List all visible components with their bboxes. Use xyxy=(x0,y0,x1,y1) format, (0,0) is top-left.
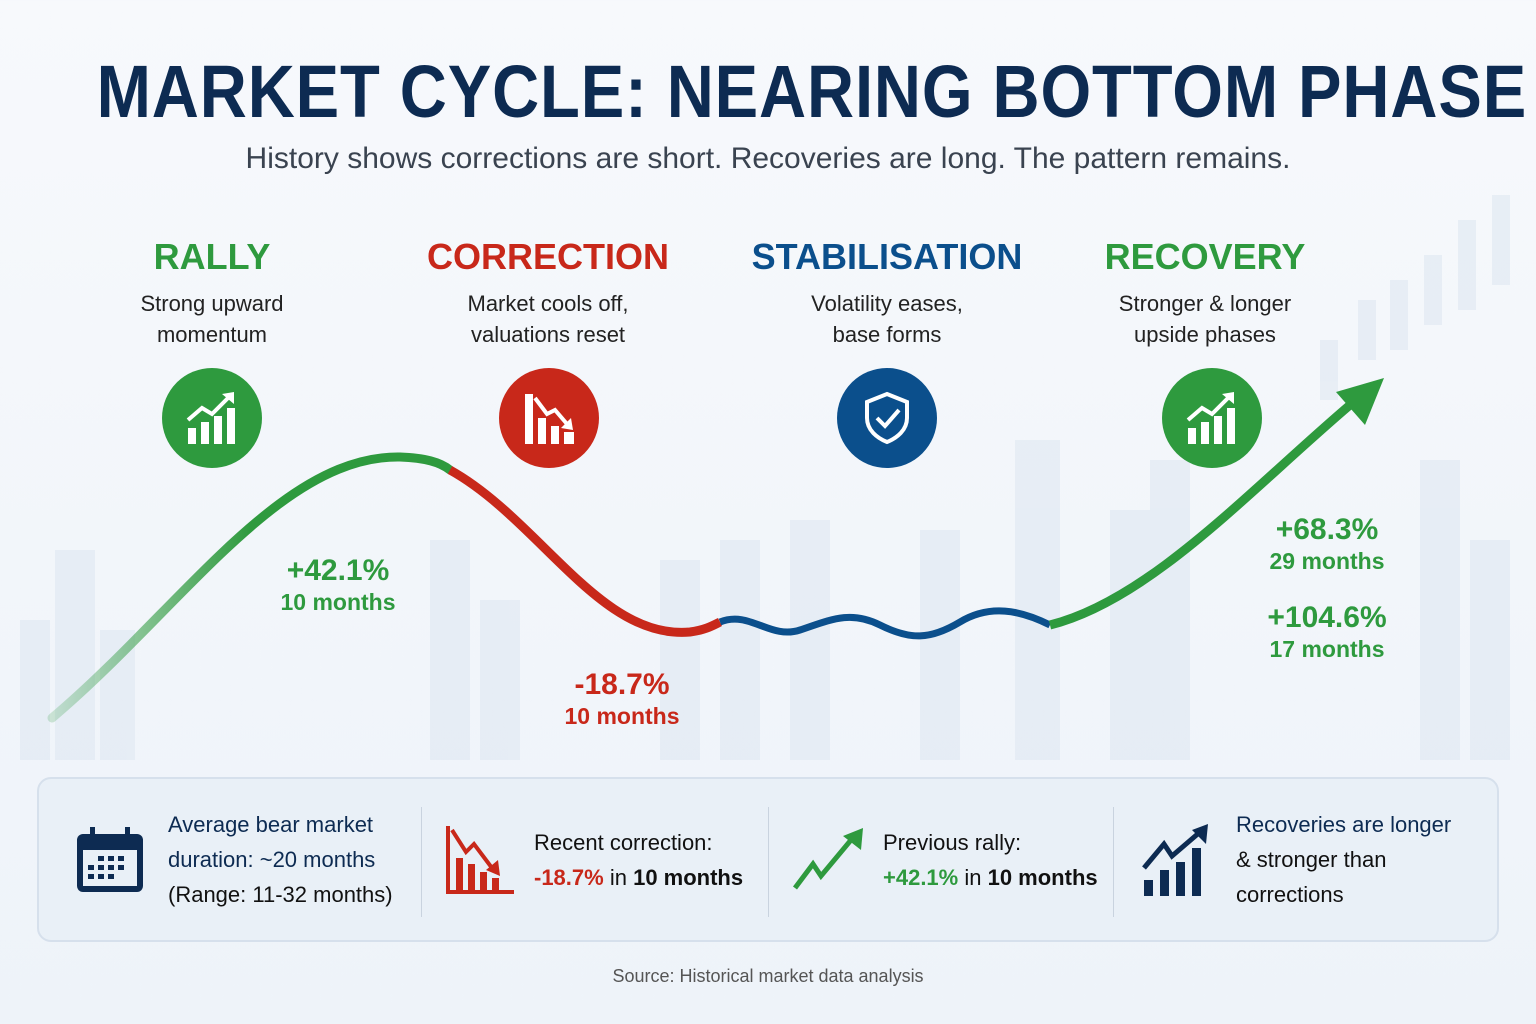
in-text: in xyxy=(958,864,988,890)
correction-segment xyxy=(447,466,723,637)
rally-segment xyxy=(47,452,455,723)
correction-months: 10 months xyxy=(564,703,680,729)
recovery-segment xyxy=(1048,401,1353,630)
phase-title: CORRECTION xyxy=(427,236,669,277)
recent-correction-cell: Recent correction: -18.7% in 10 months xyxy=(444,779,743,940)
phase-title: RALLY xyxy=(153,236,271,277)
in-text: in xyxy=(603,864,634,890)
rally-duration: 10 months xyxy=(987,864,1098,890)
recovery1-months: 29 months xyxy=(1269,548,1385,574)
correction-pct: -18.7% xyxy=(534,864,604,890)
shield-check-icon xyxy=(837,368,937,468)
phase-desc: upside phases xyxy=(1134,322,1276,347)
correction-value: -18.7% xyxy=(574,668,670,701)
rally-pct: +42.1% xyxy=(883,864,959,890)
previous-rally-cell: Previous rally: +42.1% in 10 months xyxy=(791,779,1098,940)
bear-range: (Range: 11-32 months) xyxy=(168,882,393,907)
summary-panel: Average bear market duration: ~20 months (… xyxy=(37,777,1499,942)
recovery2-months: 17 months xyxy=(1269,636,1385,662)
phase-recovery: RECOVERY Stronger & longer upside phases xyxy=(1035,236,1375,350)
bar-chart-up-icon xyxy=(1162,368,1262,468)
bar-chart-up-icon xyxy=(162,368,262,468)
correction-duration: 10 months xyxy=(633,864,744,890)
correction-line1: Recent correction: xyxy=(534,829,713,855)
divider xyxy=(1113,807,1114,917)
bear-line2: duration: ~20 months xyxy=(168,847,376,872)
phase-title: STABILISATION xyxy=(751,236,1023,277)
recovery-arrowhead xyxy=(1336,378,1384,425)
recovery2-value: +104.6% xyxy=(1267,601,1387,634)
phase-title: RECOVERY xyxy=(1104,236,1306,277)
rally-line1: Previous rally: xyxy=(883,829,1022,855)
stabilisation-segment xyxy=(718,607,1052,640)
phase-desc: base forms xyxy=(832,322,942,347)
phase-desc: Stronger & longer xyxy=(1118,291,1292,316)
recovery2-label: +104.6% 17 months xyxy=(1227,601,1427,663)
rally-label: +42.1% 10 months xyxy=(238,554,438,616)
phase-desc: valuations reset xyxy=(470,322,626,347)
phase-desc: momentum xyxy=(156,322,268,347)
divider xyxy=(421,807,422,917)
chart-down-icon xyxy=(446,825,514,894)
correction-label: -18.7% 10 months xyxy=(522,668,722,730)
recovery1-label: +68.3% 29 months xyxy=(1227,513,1427,575)
bear-line1: Average bear market xyxy=(168,812,374,837)
skyline-background xyxy=(20,195,1510,760)
page-title: MARKET CYCLE: NEARING BOTTOM PHASE xyxy=(96,50,1528,133)
phase-desc: Volatility eases, xyxy=(811,291,963,316)
recovery-line3: corrections xyxy=(1236,882,1344,907)
recovery-line1: Recoveries are longer xyxy=(1236,812,1452,837)
rally-value: +42.1% xyxy=(286,554,390,587)
recovery-line2: & stronger than xyxy=(1236,847,1387,872)
rally-months: 10 months xyxy=(280,589,396,615)
divider xyxy=(768,807,769,917)
recovery1-value: +68.3% xyxy=(1275,513,1379,546)
page-title-wrap: MARKET CYCLE: NEARING BOTTOM PHASE xyxy=(0,50,1536,134)
phase-desc: Market cools off, xyxy=(467,291,629,316)
bar-chart-down-icon xyxy=(499,368,599,468)
phase-stabilisation: STABILISATION Volatility eases, base forms xyxy=(717,236,1057,350)
growth-chart-icon xyxy=(1142,823,1208,896)
subtitle: History shows corrections are short. Rec… xyxy=(245,142,1291,175)
phase-desc: Strong upward xyxy=(140,291,284,316)
source-note: Source: Historical market data analysis xyxy=(612,966,924,986)
phase-correction: CORRECTION Market cools off, valuations re… xyxy=(378,236,718,350)
phase-rally: RALLY Strong upward momentum xyxy=(42,236,382,350)
trend-up-icon xyxy=(793,827,863,889)
bear-duration-cell: Average bear market duration: ~20 months (… xyxy=(74,779,393,940)
calendar-icon xyxy=(77,826,143,892)
recoveries-cell: Recoveries are longer & stronger than corr… xyxy=(1142,779,1451,940)
